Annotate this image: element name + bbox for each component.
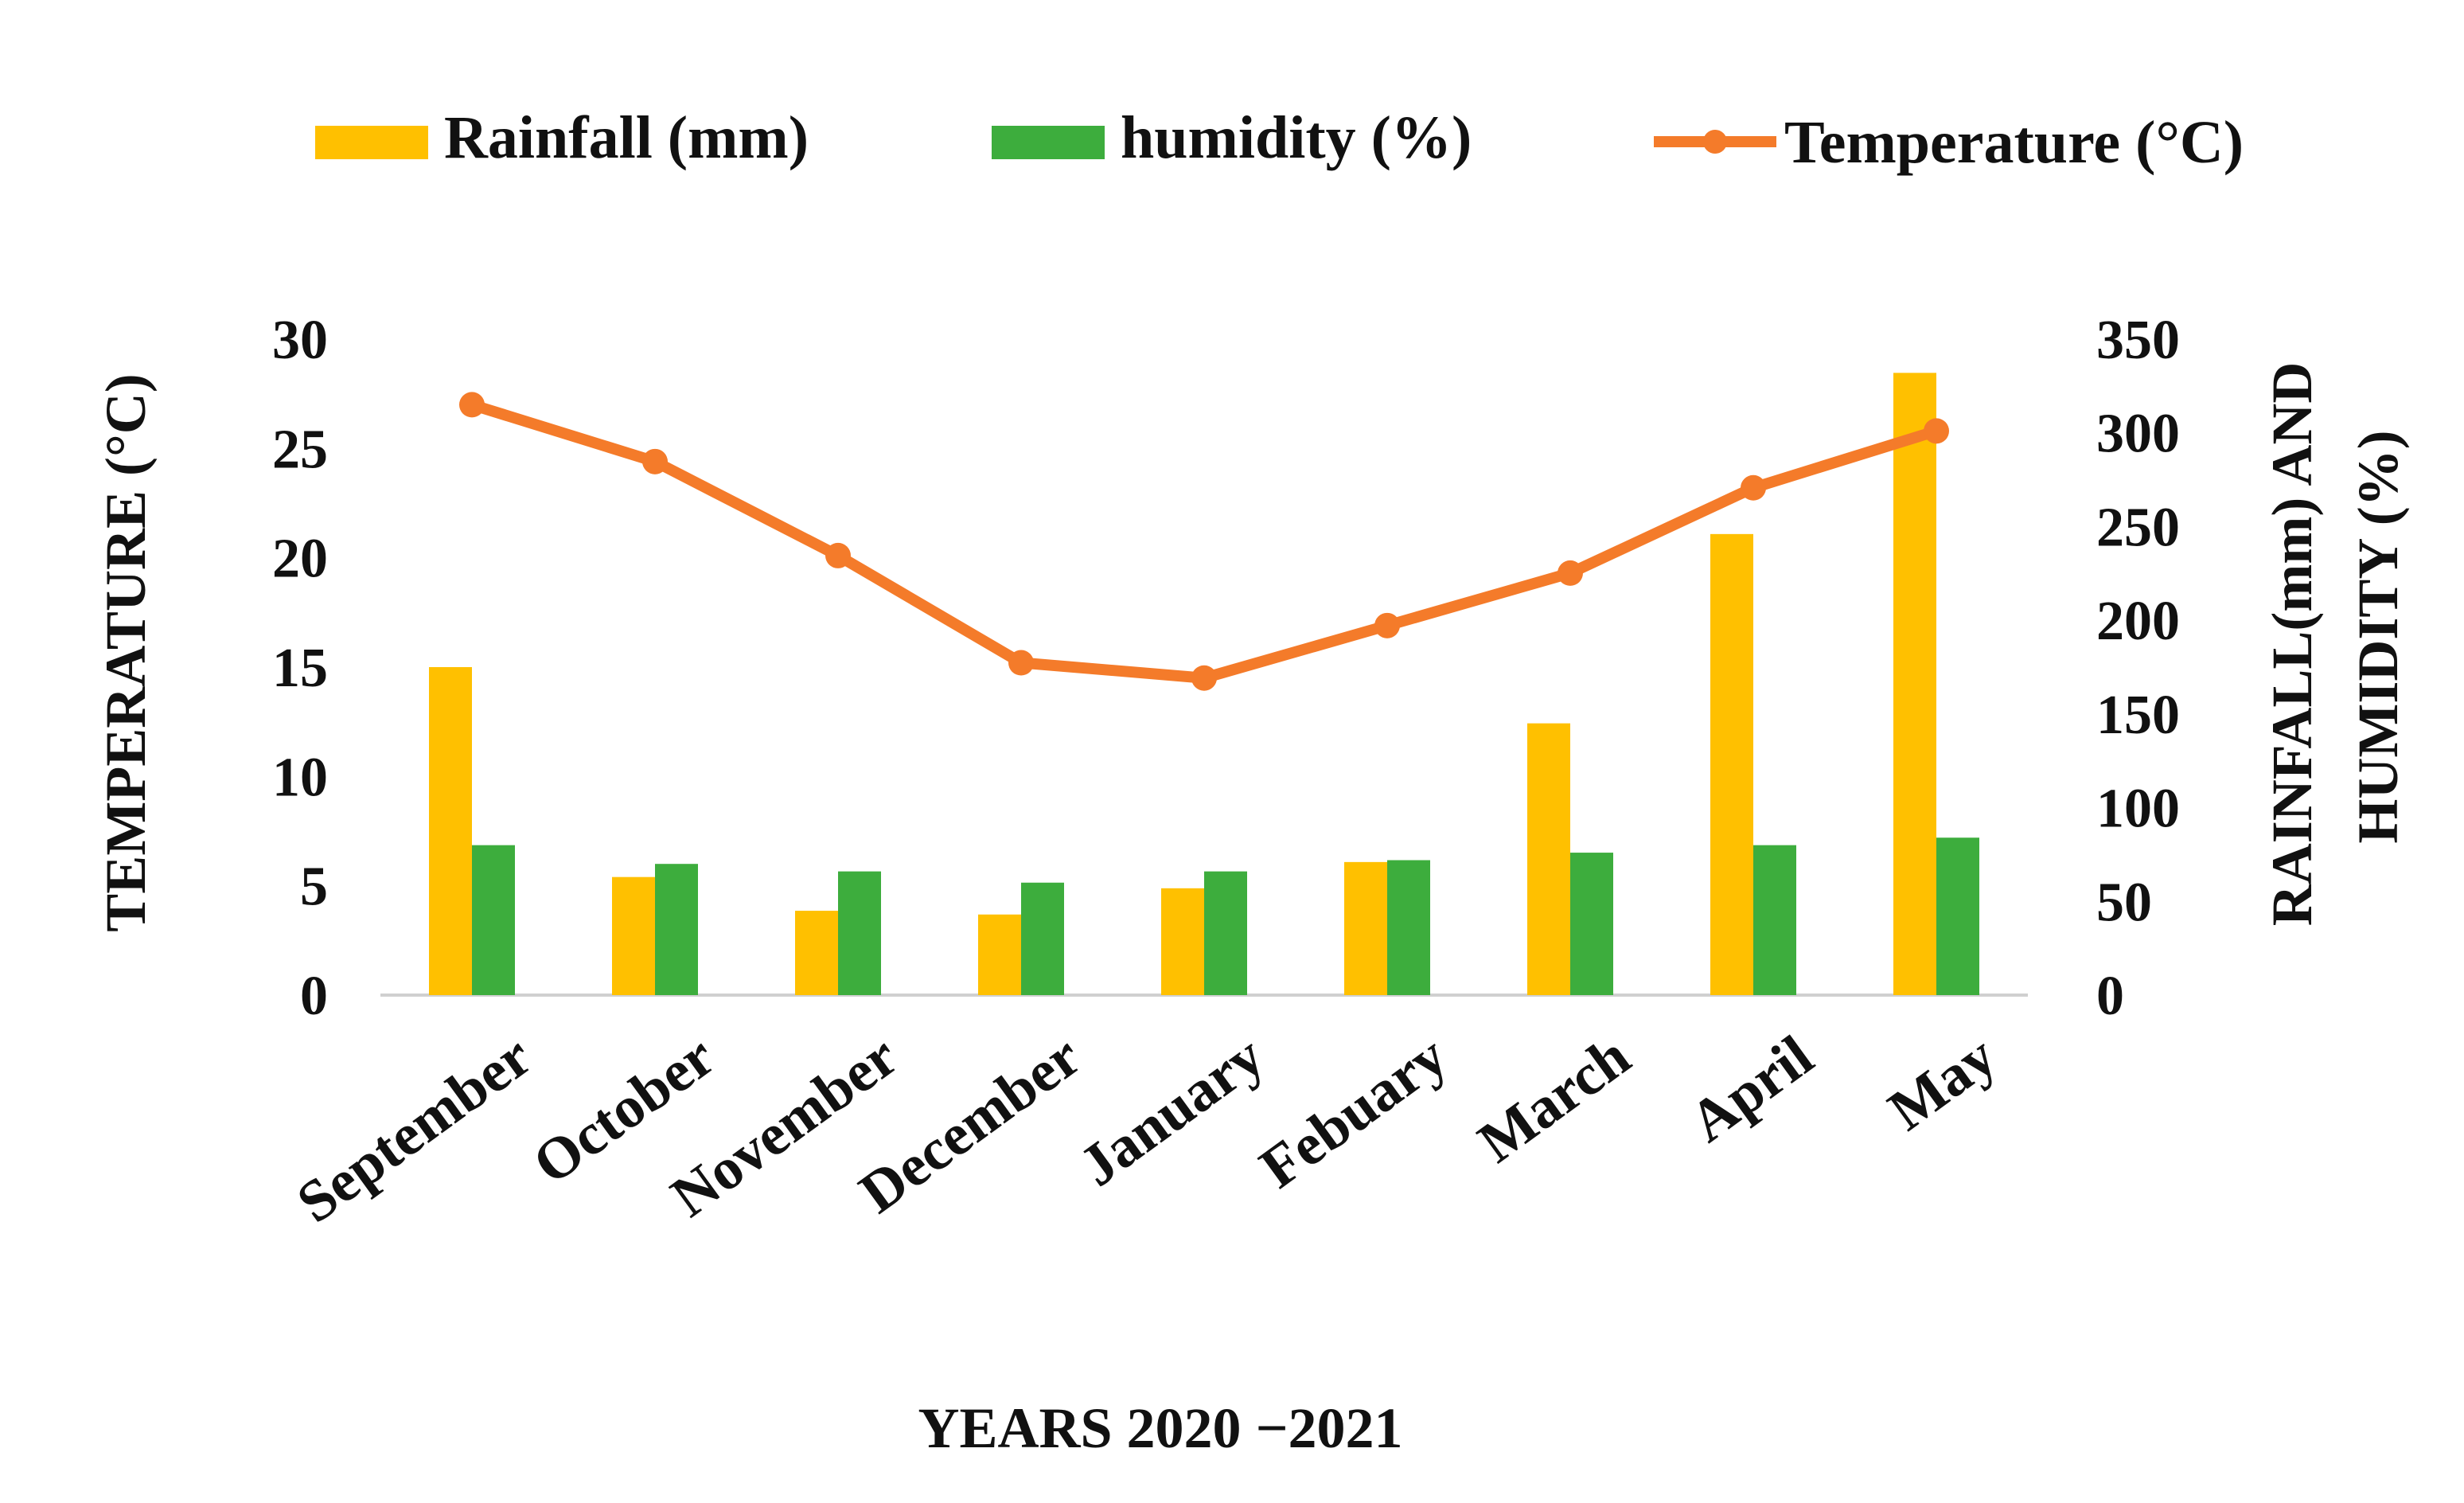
bar-humidity — [1936, 837, 1979, 995]
x-tick-label: April — [1678, 1023, 1825, 1154]
y-left-tick-label: 30 — [272, 310, 328, 371]
x-tick-label: September — [286, 1023, 544, 1236]
bar-humidity — [1753, 845, 1796, 995]
temperature-point — [1008, 650, 1034, 676]
bar-humidity — [1387, 860, 1430, 995]
y-right-tick-label: 350 — [2096, 310, 2180, 371]
x-tick-label: May — [1877, 1023, 2008, 1143]
y-right-tick-label: 150 — [2096, 685, 2180, 746]
bar-humidity — [838, 871, 881, 995]
bar-humidity — [1204, 871, 1247, 995]
bar-humidity — [655, 864, 698, 995]
y-left-tick-label: 20 — [272, 529, 328, 590]
bar-rainfall — [978, 914, 1021, 995]
bar-humidity — [1021, 882, 1064, 995]
bar-rainfall — [795, 911, 838, 995]
y-left-tick-label: 0 — [300, 966, 328, 1027]
y-axis-right-title-line1: RAINFALL(mm) AND — [2260, 362, 2324, 927]
y-axis-left-title: TEMPERATURE (°C) — [94, 373, 158, 931]
bar-rainfall — [1344, 861, 1387, 995]
legend-label-rainfall: Rainfall (mm) — [444, 104, 809, 171]
y-right-tick-label: 50 — [2096, 872, 2152, 933]
temperature-line — [459, 392, 1949, 691]
x-axis-title: YEARS 2020 −2021 — [918, 1396, 1402, 1460]
y-right-tick-label: 100 — [2096, 779, 2180, 840]
temperature-point — [642, 448, 668, 474]
bar-humidity — [472, 845, 515, 995]
y-left-tick-label: 25 — [272, 419, 328, 480]
legend-label-temperature: Temperature (°C) — [1784, 109, 2244, 176]
temperature-point — [1558, 560, 1583, 586]
y-axis-right-title-line2: HUMIDITY (%) — [2346, 430, 2410, 843]
y-right-tick-label: 200 — [2096, 591, 2180, 652]
x-tick-label: Febuary — [1249, 1023, 1459, 1200]
bars — [429, 373, 1979, 995]
y-right-tick-label: 0 — [2096, 966, 2124, 1027]
y-left-tick-label: 15 — [272, 638, 328, 699]
legend: Rainfall (mm) humidity (%) Temperature (… — [315, 104, 2244, 176]
legend-swatch-rainfall — [315, 126, 428, 159]
legend-label-humidity: humidity (%) — [1121, 104, 1472, 171]
y-axis-right-title: RAINFALL(mm) AND HUMIDITY (%) — [2260, 348, 2410, 927]
y-left-tick-label: 10 — [272, 747, 328, 808]
bar-rainfall — [612, 876, 655, 995]
temperature-point — [825, 542, 851, 568]
temperature-point — [1924, 418, 1949, 444]
x-tick-label: January — [1068, 1023, 1276, 1199]
temperature-point — [1191, 665, 1217, 691]
bar-rainfall — [1710, 533, 1753, 995]
legend-swatch-humidity — [992, 126, 1105, 159]
y-right-tick-label: 250 — [2096, 497, 2180, 558]
temperature-point — [1741, 474, 1766, 501]
bar-rainfall — [1161, 888, 1204, 995]
legend-marker-temperature — [1703, 130, 1727, 154]
bar-rainfall — [1527, 723, 1570, 995]
x-tick-label: March — [1467, 1023, 1642, 1175]
y-right-tick-label: 300 — [2096, 404, 2180, 465]
bar-rainfall — [429, 667, 472, 995]
temperature-point — [459, 392, 485, 418]
y-left-tick-label: 5 — [300, 857, 328, 918]
bar-humidity — [1570, 853, 1613, 995]
temperature-point — [1374, 612, 1400, 638]
bar-rainfall — [1893, 373, 1936, 995]
